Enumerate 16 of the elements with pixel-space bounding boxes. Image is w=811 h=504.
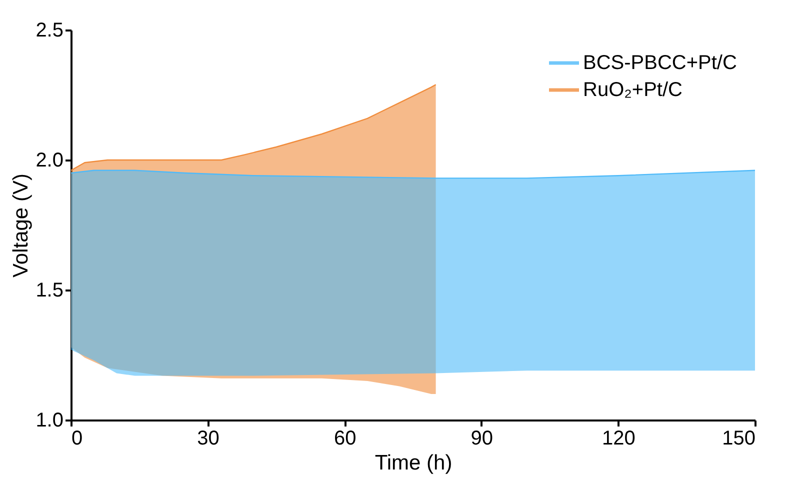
x-tick-label: 60 <box>334 428 356 450</box>
x-tick-label: 0 <box>72 428 83 450</box>
x-tick-label: 120 <box>602 428 636 450</box>
y-tick-label: 2.5 <box>36 20 64 42</box>
y-axis-title: Voltage (V) <box>10 174 33 278</box>
x-tick-label: 150 <box>722 428 756 450</box>
y-tick-label: 1.0 <box>36 410 64 432</box>
x-tick-label: 90 <box>470 428 494 450</box>
y-tick-label: 1.5 <box>36 280 64 302</box>
x-axis-title: Time (h) <box>374 452 452 474</box>
x-tick-label: 30 <box>197 428 220 450</box>
y-tick-label: 2.0 <box>36 150 64 172</box>
line-series <box>70 84 436 171</box>
legend-label: BCS-PBCC+Pt/C <box>583 52 737 74</box>
legend-label: RuO₂+Pt/C <box>583 79 682 101</box>
line-series <box>70 170 756 179</box>
